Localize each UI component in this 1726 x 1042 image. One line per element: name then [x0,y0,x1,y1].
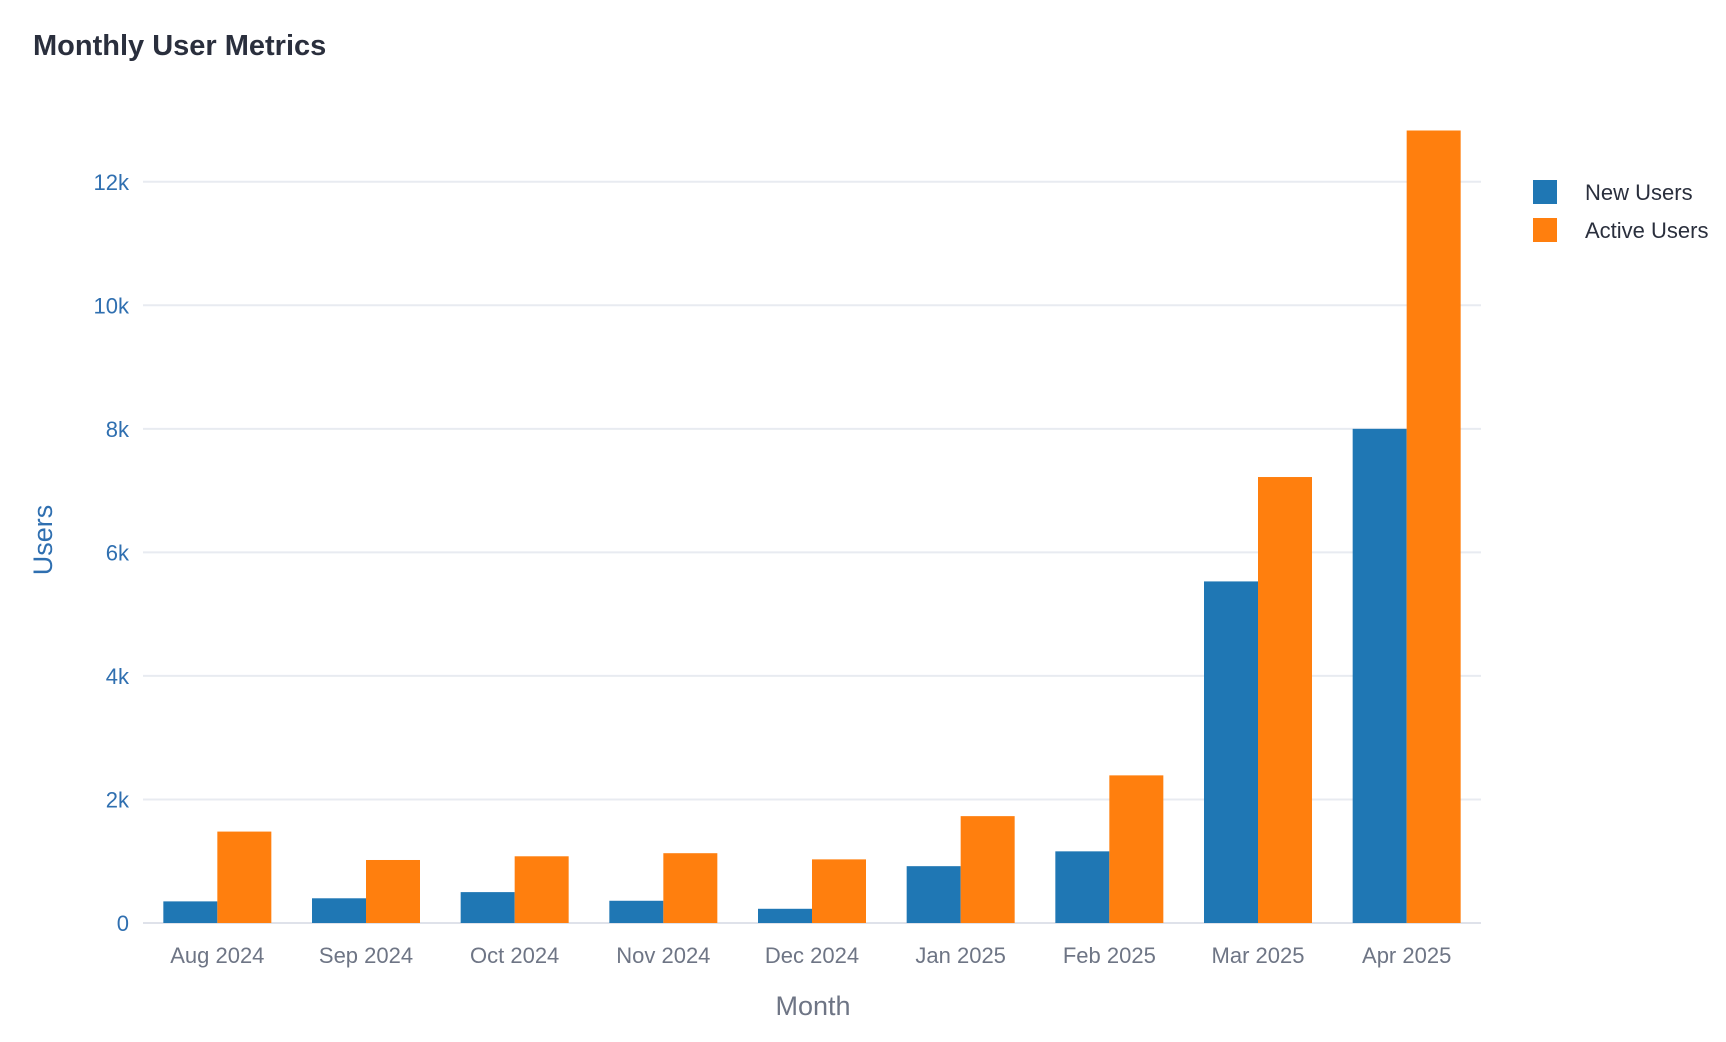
y-tick-label: 6k [106,540,130,565]
x-tick-label: Feb 2025 [1063,943,1156,968]
x-tick-label: Nov 2024 [616,943,710,968]
bar-active-users[interactable] [960,816,1015,923]
x-tick-label: Sep 2024 [319,943,413,968]
y-tick-label: 10k [94,293,130,318]
bar-new-users[interactable] [906,866,961,923]
bar-new-users[interactable] [1204,581,1258,923]
bars [163,130,1461,924]
y-tick-label: 4k [106,664,130,689]
bar-new-users[interactable] [163,901,218,923]
bar-active-users[interactable] [1406,130,1461,924]
y-axis-ticks: 0 2k 4k 6k 8k 10k 12k [94,170,130,936]
x-tick-label: Dec 2024 [765,943,859,968]
legend-item[interactable]: New Users [1533,180,1693,205]
y-axis-title: Users [28,505,58,576]
bar-new-users[interactable] [312,898,366,923]
bar-active-users[interactable] [812,859,866,923]
legend-label: New Users [1585,180,1693,205]
bar-active-users[interactable] [1109,775,1164,923]
x-tick-label: Oct 2024 [470,943,559,968]
x-tick-label: Jan 2025 [915,943,1006,968]
legend-swatch [1533,180,1557,204]
chart-title: Monthly User Metrics [33,30,327,62]
x-tick-label: Aug 2024 [170,943,264,968]
legend-item[interactable]: Active Users [1533,218,1708,243]
x-tick-label: Apr 2025 [1362,943,1451,968]
bar-new-users[interactable] [1055,851,1110,923]
x-axis-ticks: Aug 2024 Sep 2024 Oct 2024 Nov 2024 Dec 2024… [170,943,1451,968]
bar-new-users[interactable] [1352,428,1407,923]
bar-active-users[interactable] [1258,477,1312,923]
y-tick-label: 8k [106,417,130,442]
bar-new-users[interactable] [609,900,664,923]
bar-active-users[interactable] [217,831,272,923]
bar-new-users[interactable] [758,908,812,923]
x-axis-title: Month [775,991,850,1021]
legend[interactable]: New Users Active Users [1533,180,1708,243]
legend-swatch [1533,218,1557,242]
x-tick-label: Mar 2025 [1212,943,1305,968]
bar-active-users[interactable] [514,856,569,923]
bar-new-users[interactable] [460,892,515,923]
bar-active-users[interactable] [663,853,718,923]
y-tick-label: 2k [106,787,130,812]
y-tick-label: 0 [117,911,129,936]
legend-label: Active Users [1585,218,1708,243]
bar-active-users[interactable] [366,859,420,923]
y-tick-label: 12k [94,170,130,195]
